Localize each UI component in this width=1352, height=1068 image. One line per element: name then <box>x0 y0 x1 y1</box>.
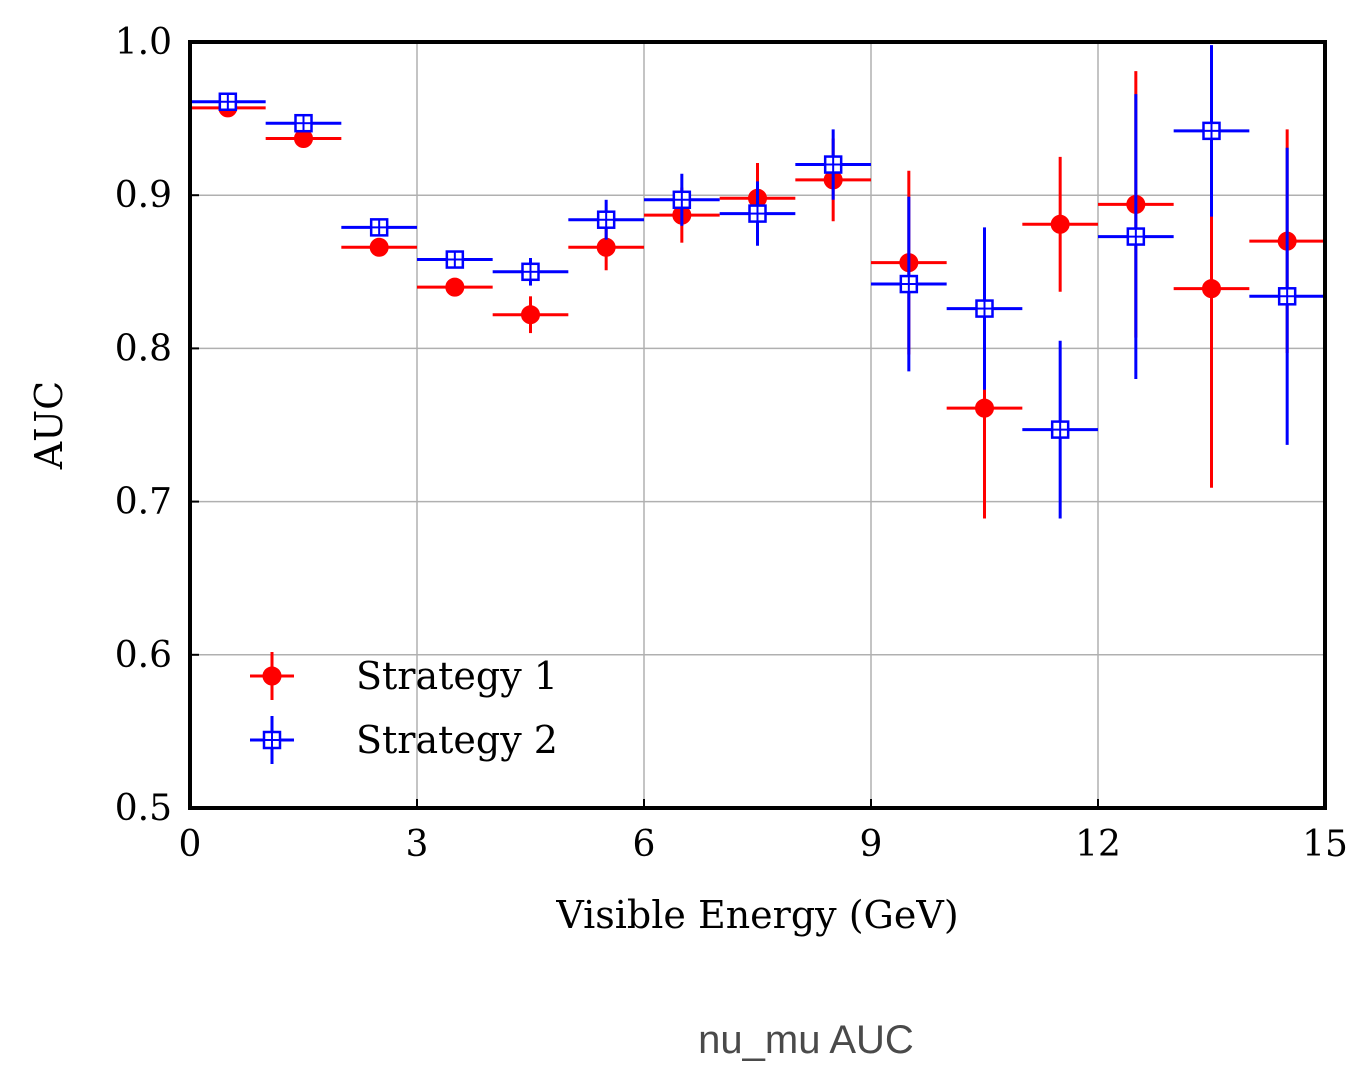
data-point <box>644 173 720 226</box>
data-point <box>341 237 417 257</box>
figure-caption: nu_mu AUC <box>698 1018 914 1062</box>
plot-frame <box>188 40 1327 810</box>
data-point <box>1249 147 1325 445</box>
legend-label-strategy-2: Strategy 2 <box>356 718 558 762</box>
y-axis-label: AUC <box>27 381 71 471</box>
data-point <box>492 296 569 334</box>
data-point <box>568 199 644 240</box>
data-point <box>1022 156 1098 292</box>
y-tick-label: 0.7 <box>115 482 172 523</box>
series-2 <box>190 45 1325 519</box>
x-axis-label: Visible Energy (GeV) <box>555 893 958 937</box>
data-point <box>190 92 266 111</box>
series-layer <box>190 45 1325 519</box>
legend: Strategy 1 Strategy 2 <box>250 652 558 764</box>
y-tick-label: 1.0 <box>115 22 172 63</box>
grid-lines <box>190 42 1325 808</box>
data-point <box>341 218 417 237</box>
data-point <box>417 277 493 297</box>
data-point <box>1173 45 1250 217</box>
axis-ticks: 0 3 6 9 12 15 0.5 0.6 0.7 0.8 0.9 1.0 <box>115 22 1348 865</box>
series-1 <box>190 71 1325 519</box>
data-point <box>871 196 947 372</box>
data-point <box>719 181 796 246</box>
data-point <box>1098 94 1174 380</box>
x-tick-label: 0 <box>179 824 202 865</box>
point-marker <box>445 277 465 297</box>
legend-label-strategy-1: Strategy 1 <box>356 654 558 698</box>
data-point <box>265 129 342 149</box>
data-point <box>946 227 1023 390</box>
point-marker <box>1202 279 1221 299</box>
y-tick-label: 0.6 <box>115 635 172 676</box>
x-tick-label: 15 <box>1302 824 1348 865</box>
data-point <box>1022 340 1098 519</box>
x-tick-label: 9 <box>860 824 883 865</box>
x-tick-label: 3 <box>406 824 429 865</box>
auc-chart: 0 3 6 9 12 15 0.5 0.6 0.7 0.8 0.9 1.0 Visible Energ… <box>27 22 1348 937</box>
y-tick-label: 0.5 <box>115 788 172 829</box>
data-point <box>795 129 871 200</box>
point-marker <box>596 237 616 257</box>
point-marker <box>975 398 994 418</box>
legend-marker-strategy-1 <box>250 652 294 700</box>
data-point <box>492 258 569 286</box>
point-marker <box>369 237 389 257</box>
point-marker <box>1050 214 1070 234</box>
legend-marker-strategy-2 <box>250 716 294 764</box>
x-tick-label: 12 <box>1075 824 1121 865</box>
x-tick-label: 6 <box>633 824 656 865</box>
y-tick-label: 0.9 <box>115 175 172 216</box>
legend-marker-shape <box>262 666 282 686</box>
data-point <box>417 250 493 269</box>
data-point <box>265 113 342 133</box>
point-marker <box>521 305 540 325</box>
y-tick-label: 0.8 <box>115 328 172 369</box>
